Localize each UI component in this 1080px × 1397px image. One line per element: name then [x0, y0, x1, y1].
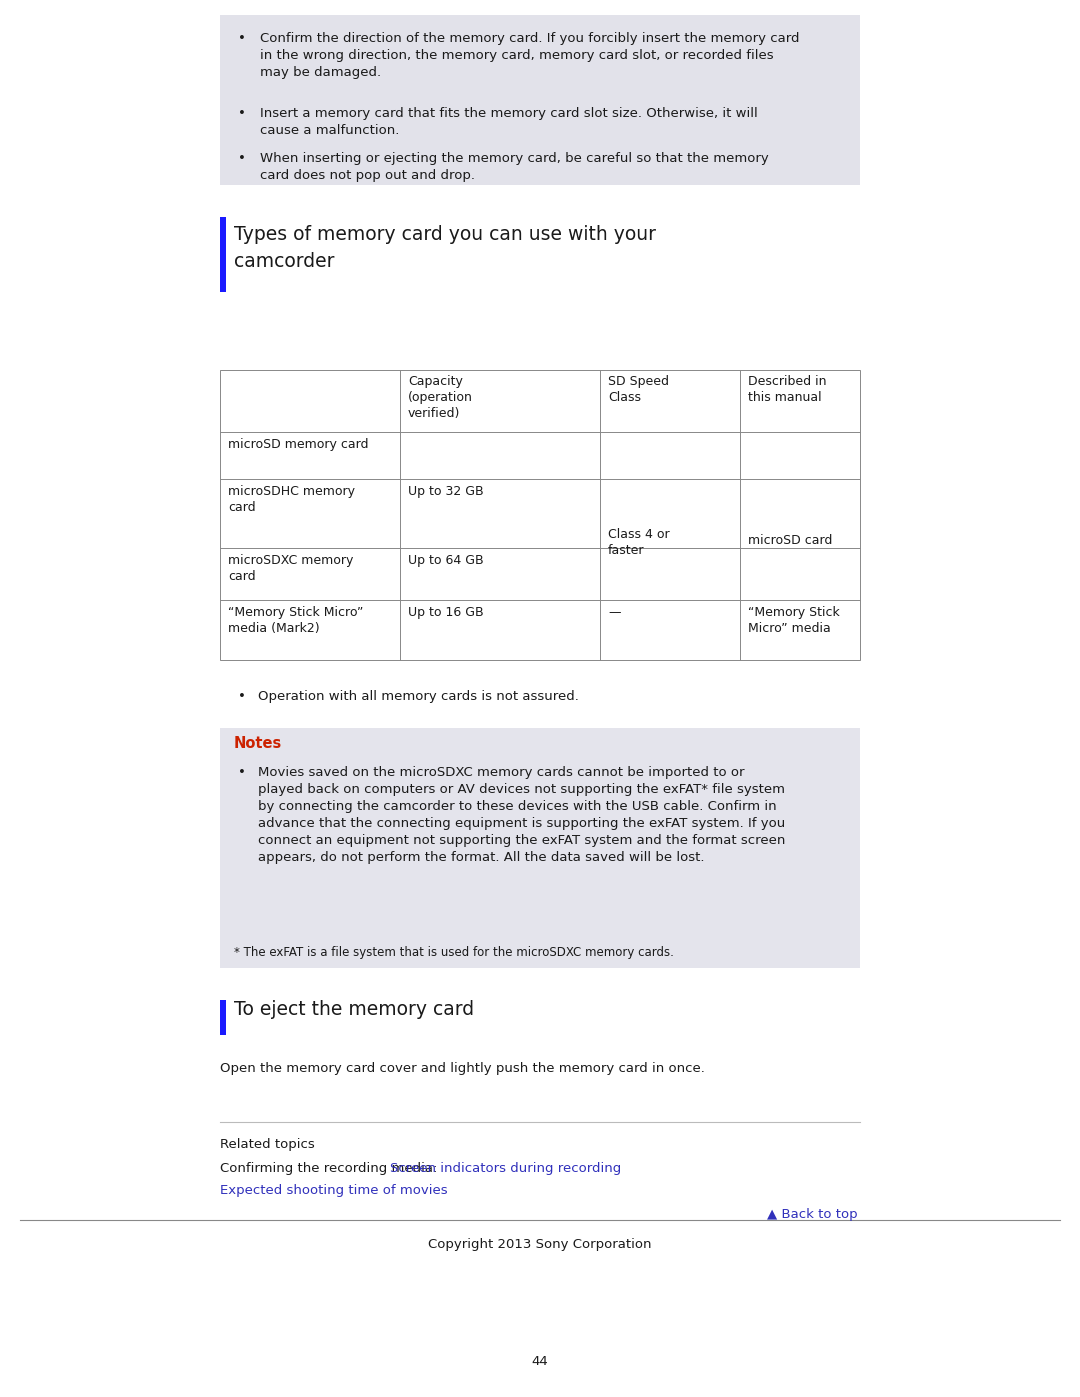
Text: Up to 16 GB: Up to 16 GB — [408, 606, 484, 619]
Text: * The exFAT is a file system that is used for the microSDXC memory cards.: * The exFAT is a file system that is use… — [234, 946, 674, 958]
Text: SD Speed
Class: SD Speed Class — [608, 374, 669, 404]
Text: Up to 32 GB: Up to 32 GB — [408, 485, 484, 497]
Text: •: • — [238, 690, 246, 703]
Text: •: • — [238, 152, 246, 165]
Text: •: • — [238, 108, 246, 120]
Text: Open the memory card cover and lightly push the memory card in once.: Open the memory card cover and lightly p… — [220, 1062, 705, 1076]
Text: ▲ Back to top: ▲ Back to top — [768, 1208, 858, 1221]
Text: Types of memory card you can use with your
camcorder: Types of memory card you can use with yo… — [234, 225, 656, 271]
Text: microSDHC memory
card: microSDHC memory card — [228, 485, 355, 514]
Text: To eject the memory card: To eject the memory card — [234, 1000, 474, 1018]
Text: Class 4 or
faster: Class 4 or faster — [608, 528, 670, 556]
Text: •: • — [238, 766, 246, 780]
Text: Capacity
(operation
verified): Capacity (operation verified) — [408, 374, 473, 420]
Text: Screen indicators during recording: Screen indicators during recording — [390, 1162, 621, 1175]
Text: 44: 44 — [531, 1355, 549, 1368]
Text: Up to 64 GB: Up to 64 GB — [408, 555, 484, 567]
Text: microSD card: microSD card — [748, 534, 833, 546]
Text: Copyright 2013 Sony Corporation: Copyright 2013 Sony Corporation — [429, 1238, 651, 1250]
Text: “Memory Stick
Micro” media: “Memory Stick Micro” media — [748, 606, 840, 636]
Text: “Memory Stick Micro”
media (Mark2): “Memory Stick Micro” media (Mark2) — [228, 606, 363, 636]
Bar — [220, 728, 860, 968]
Bar — [220, 15, 860, 184]
Text: microSDXC memory
card: microSDXC memory card — [228, 555, 353, 583]
Text: Movies saved on the microSDXC memory cards cannot be imported to or
played back : Movies saved on the microSDXC memory car… — [258, 766, 785, 863]
Text: When inserting or ejecting the memory card, be careful so that the memory
card d: When inserting or ejecting the memory ca… — [260, 152, 769, 182]
Text: Operation with all memory cards is not assured.: Operation with all memory cards is not a… — [258, 690, 579, 703]
Text: —: — — [608, 606, 621, 619]
Text: microSD memory card: microSD memory card — [228, 439, 368, 451]
Text: Described in
this manual: Described in this manual — [748, 374, 826, 404]
Text: Related topics: Related topics — [220, 1139, 314, 1151]
Text: Insert a memory card that fits the memory card slot size. Otherwise, it will
cau: Insert a memory card that fits the memor… — [260, 108, 758, 137]
Bar — [220, 370, 860, 659]
Text: Notes: Notes — [234, 736, 282, 752]
Text: Confirming the recording media:: Confirming the recording media: — [220, 1162, 442, 1175]
Text: Confirm the direction of the memory card. If you forcibly insert the memory card: Confirm the direction of the memory card… — [260, 32, 799, 80]
Text: Expected shooting time of movies: Expected shooting time of movies — [220, 1185, 447, 1197]
Bar — [220, 1000, 226, 1035]
Bar — [220, 217, 226, 292]
Text: •: • — [238, 32, 246, 45]
